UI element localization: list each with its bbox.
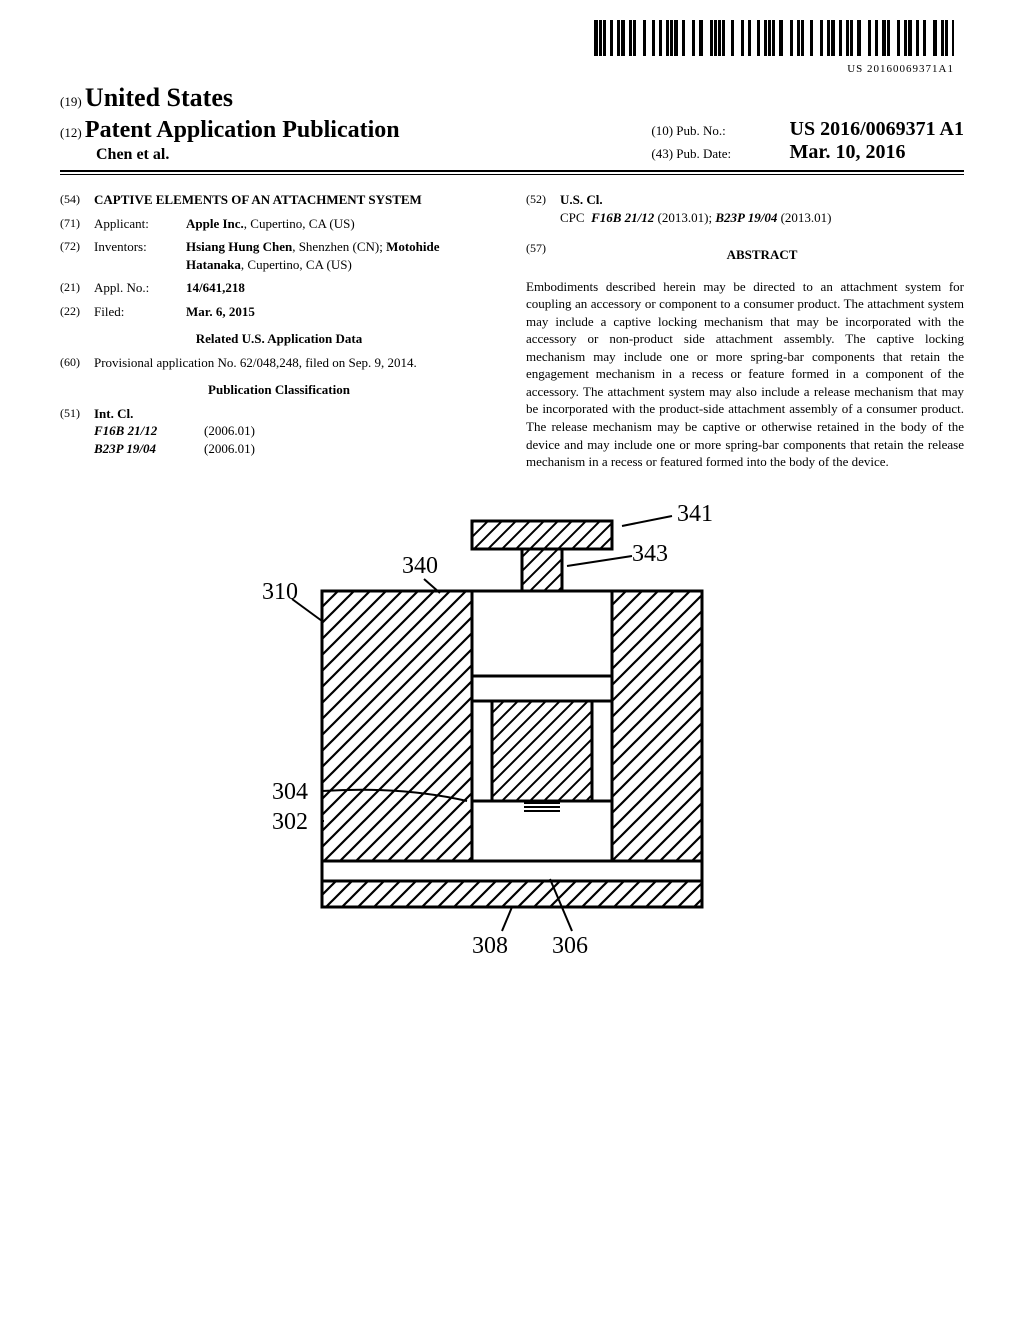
pubdate-code: (43)	[651, 146, 673, 161]
invention-title: CAPTIVE ELEMENTS OF AN ATTACHMENT SYSTEM	[94, 191, 498, 209]
country-code: (19)	[60, 94, 82, 109]
applicant-label: Applicant:	[94, 215, 186, 233]
related-hdr: Related U.S. Application Data	[60, 330, 498, 348]
intcl-row-0-cls: F16B 21/12	[94, 422, 204, 440]
intcl-code: (51)	[60, 405, 94, 458]
metadata-columns: (54) CAPTIVE ELEMENTS OF AN ATTACHMENT S…	[60, 185, 964, 471]
abstract-code: (57)	[526, 240, 560, 272]
left-column: (54) CAPTIVE ELEMENTS OF AN ATTACHMENT S…	[60, 185, 498, 471]
fig-label-310: 310	[262, 579, 298, 605]
abstract-text: Embodiments described herein may be dire…	[526, 278, 964, 471]
barcode-image	[594, 20, 954, 56]
intcl-row-1-cls: B23P 19/04	[94, 440, 204, 458]
uscl-cpc-label: CPC	[560, 210, 585, 225]
uscl-cpc: CPC F16B 21/12 (2013.01); B23P 19/04 (20…	[560, 209, 964, 227]
barcode-number: US 20160069371A1	[60, 63, 954, 75]
fig-label-340: 340	[402, 553, 438, 579]
applno-code: (21)	[60, 279, 94, 297]
pubdate-label: Pub. Date:	[676, 146, 786, 162]
inventors-value: Hsiang Hung Chen, Shenzhen (CN); Motohid…	[186, 238, 498, 273]
applicant-code: (71)	[60, 215, 94, 233]
fig-label-304: 304	[272, 779, 308, 805]
pubdate: Mar. 10, 2016	[790, 141, 906, 163]
pubclass-hdr: Publication Classification	[60, 381, 498, 399]
applno-value: 14/641,218	[186, 280, 245, 295]
inventors-code: (72)	[60, 238, 94, 273]
doc-kind: Patent Application Publication	[85, 117, 400, 143]
applicant-loc: , Cupertino, CA (US)	[244, 216, 355, 231]
filed-value: Mar. 6, 2015	[186, 304, 255, 319]
country-name: United States	[85, 83, 233, 112]
doc-header: (19) United States (12) Patent Applicati…	[60, 83, 964, 164]
intcl-label: Int. Cl.	[94, 406, 133, 421]
right-column: (52) U.S. Cl. CPC F16B 21/12 (2013.01); …	[526, 185, 964, 471]
applicant-name: Apple Inc.	[186, 216, 244, 231]
inventors-label: Inventors:	[94, 238, 186, 273]
filed-label: Filed:	[94, 303, 186, 321]
intcl-row-0-ver: (2006.01)	[204, 422, 324, 440]
uscl-label: U.S. Cl.	[560, 192, 603, 207]
title-code: (54)	[60, 191, 94, 209]
header-rule-thick	[60, 170, 964, 172]
intcl-row-1-ver: (2006.01)	[204, 440, 324, 458]
header-rule-thin	[60, 174, 964, 175]
authors: Chen et al.	[96, 146, 400, 164]
barcode-region: US 20160069371A1	[60, 20, 954, 75]
fig-label-306: 306	[552, 933, 588, 959]
pubno-label: Pub. No.:	[676, 123, 786, 139]
fig-label-343: 343	[632, 541, 668, 567]
fig-label-341: 341	[677, 501, 713, 527]
fig-label-302: 302	[272, 809, 308, 835]
pubno-code: (10)	[651, 123, 673, 138]
provisional-code: (60)	[60, 354, 94, 372]
uscl-code: (52)	[526, 191, 560, 226]
provisional-text: Provisional application No. 62/048,248, …	[94, 354, 498, 372]
doc-kind-code: (12)	[60, 125, 82, 140]
applno-label: Appl. No.:	[94, 279, 186, 297]
pubno: US 2016/0069371 A1	[790, 118, 964, 140]
abstract-hdr: ABSTRACT	[560, 246, 964, 264]
filed-code: (22)	[60, 303, 94, 321]
fig-label-308: 308	[472, 933, 508, 959]
patent-figure: 310 340 341 343 304 302 308 306	[60, 501, 964, 986]
